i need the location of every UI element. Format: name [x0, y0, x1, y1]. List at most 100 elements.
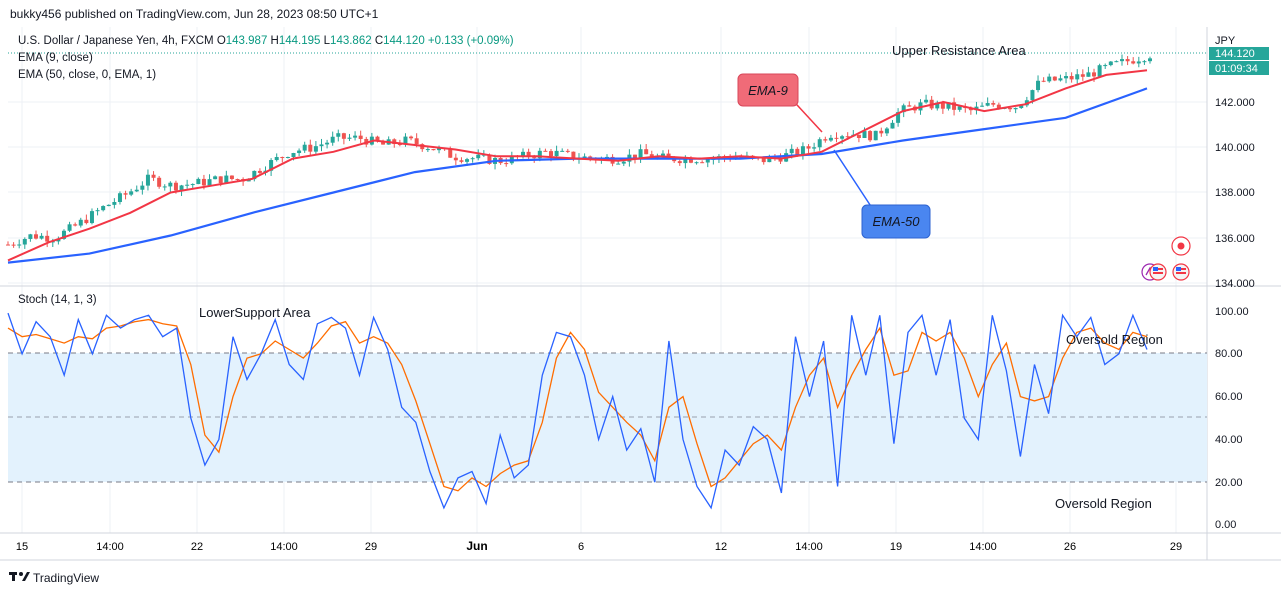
candle-body [806, 146, 811, 149]
candle-body [604, 156, 609, 158]
candle-body [873, 130, 878, 141]
candle-body [173, 182, 178, 191]
currency-label: JPY [1215, 35, 1236, 47]
candle-body [683, 158, 688, 164]
candle-body [56, 238, 61, 242]
upper-resistance-label: Upper Resistance Area [892, 43, 1026, 58]
candle-body [28, 234, 33, 239]
candle-body [1092, 72, 1097, 77]
candle-body [1142, 61, 1147, 63]
time-tick: 14:00 [96, 541, 124, 553]
candle-body [476, 154, 481, 159]
candle-body [571, 151, 576, 160]
stoch-d-line [7, 318, 1148, 492]
candle-body [1030, 90, 1035, 101]
candle-body [106, 204, 111, 207]
oversold-top-label: Oversold Region [1066, 332, 1163, 347]
candle-body [291, 153, 296, 157]
candle-body [588, 156, 593, 159]
candle-body [319, 144, 324, 147]
candle-body [537, 150, 542, 159]
osc-tick: 100.00 [1215, 306, 1249, 318]
candle-body [269, 160, 274, 171]
osc-tick: 40.00 [1215, 434, 1243, 446]
candle-body [353, 135, 358, 138]
osc-tick: 60.00 [1215, 391, 1243, 403]
candle-body [22, 238, 27, 245]
candle-body [666, 153, 671, 157]
candle-body [381, 141, 386, 145]
ema50-legend[interactable]: EMA (50, close, 0, EMA, 1) [18, 69, 157, 81]
time-tick: 14:00 [795, 541, 823, 553]
candle-body [795, 148, 800, 155]
candle-body [145, 174, 150, 186]
candle-body [621, 161, 626, 164]
osc-tick: 80.00 [1215, 348, 1243, 360]
candle-body [957, 106, 962, 110]
candle-body [179, 185, 184, 191]
candle-body [168, 182, 173, 187]
candle-body [341, 133, 346, 139]
candle-body [638, 149, 643, 159]
candle-body [1052, 76, 1057, 81]
main-legend: U.S. Dollar / Japanese Yen, 4h, FXCM O14… [18, 35, 514, 47]
candle-body [1013, 108, 1018, 110]
candle-body [985, 103, 990, 106]
candle-body [330, 136, 335, 143]
candle-body [1103, 65, 1108, 67]
symbol-label: U.S. Dollar / Japanese Yen, 4h, FXCM [18, 35, 214, 47]
price-tick: 136.000 [1215, 233, 1255, 245]
candle-body [1136, 61, 1141, 64]
candle-body [1125, 59, 1130, 62]
stoch-legend[interactable]: Stoch (14, 1, 3) [18, 294, 97, 306]
candle-body [879, 130, 884, 134]
price-tick: 142.000 [1215, 97, 1255, 109]
candle-body [1080, 74, 1085, 77]
candle-body [190, 184, 195, 186]
candle-body [487, 154, 492, 164]
candle-body [521, 151, 526, 157]
candle-body [649, 154, 654, 158]
candle-body [996, 104, 1001, 109]
candle-body [946, 102, 951, 109]
candle-body [1086, 72, 1091, 77]
candle-body [235, 178, 240, 180]
candle-body [632, 154, 637, 159]
price-tick: 134.000 [1215, 278, 1255, 290]
candle-body [660, 153, 665, 156]
candle-body [845, 136, 850, 138]
candle-body [397, 144, 402, 146]
candle-body [285, 156, 290, 158]
candle-body [459, 160, 464, 162]
candle-body [213, 176, 218, 180]
candle-body [308, 144, 313, 152]
candle-body [504, 163, 509, 165]
candle-body [616, 163, 621, 165]
candle-body [1019, 105, 1024, 109]
candle-body [95, 210, 100, 212]
open-value: 143.987 [225, 35, 268, 47]
candle-body [952, 102, 957, 110]
candle-body [325, 142, 330, 145]
candle-body [828, 137, 833, 141]
candle-body [1075, 74, 1080, 80]
candle-body [532, 157, 537, 159]
time-tick: 29 [1170, 541, 1182, 553]
high-label: H [270, 35, 279, 47]
candle-body [229, 175, 234, 179]
time-tick: 12 [715, 541, 727, 553]
candle-body [224, 175, 229, 184]
candle-body [868, 131, 873, 141]
candle-body [112, 201, 117, 205]
candle-body [157, 177, 162, 187]
price-tick: 140.000 [1215, 142, 1255, 154]
countdown-badge [1209, 61, 1269, 75]
ema9-legend[interactable]: EMA (9, close) [18, 52, 93, 64]
candle-body [45, 235, 50, 242]
time-tick: Jun [466, 539, 487, 553]
candle-body [940, 102, 945, 109]
candle-body [761, 158, 766, 163]
osc-tick: 20.00 [1215, 477, 1243, 489]
candle-body [907, 105, 912, 107]
